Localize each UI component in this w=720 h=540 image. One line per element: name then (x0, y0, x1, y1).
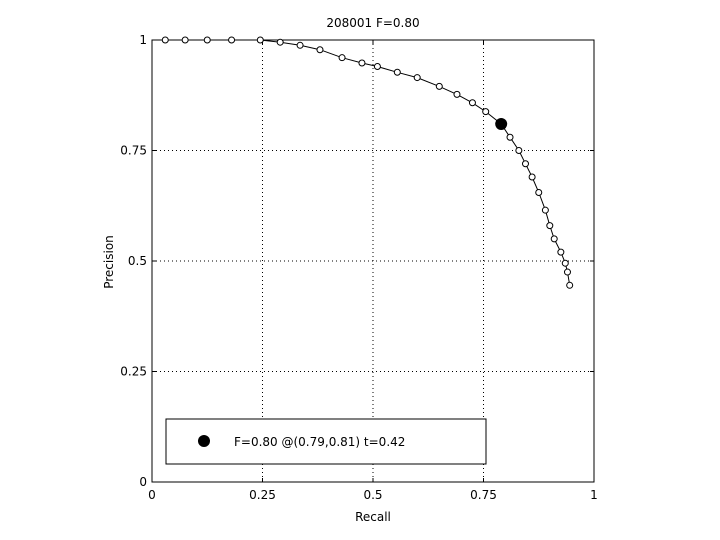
legend-box (165, 418, 487, 465)
y-axis-label: Precision (102, 235, 116, 289)
x-tick-label: 0.5 (363, 488, 382, 502)
data-point (413, 74, 421, 82)
x-axis-label: Recall (355, 510, 391, 524)
y-tick-label: 1 (139, 33, 147, 47)
data-point (316, 46, 324, 54)
y-tick-label: 0 (139, 475, 147, 489)
x-tick-label: 0 (148, 488, 156, 502)
data-point (561, 259, 569, 267)
data-point (453, 90, 461, 98)
data-point (546, 222, 554, 230)
data-point (393, 68, 401, 76)
x-tick-label: 1 (590, 488, 598, 502)
data-point (535, 188, 543, 196)
data-point (482, 108, 490, 116)
data-point (161, 36, 169, 44)
data-point (541, 206, 549, 214)
data-point (521, 160, 529, 168)
data-point-markers (161, 36, 574, 289)
chart-title: 208001 F=0.80 (326, 16, 419, 30)
legend: F=0.80 @(0.79,0.81) t=0.42 (165, 418, 487, 465)
data-point (256, 36, 264, 44)
y-tick-label: 0.25 (120, 365, 147, 379)
data-point (276, 38, 284, 46)
y-tick-label: 0.75 (120, 144, 147, 158)
grid-lines (152, 40, 594, 482)
data-point (181, 36, 189, 44)
data-point (435, 82, 443, 90)
axis-ticks (151, 39, 595, 483)
data-point (228, 36, 236, 44)
data-point (338, 54, 346, 62)
data-point (373, 63, 381, 71)
x-tick-label: 0.25 (249, 488, 276, 502)
data-point (468, 99, 476, 107)
data-point (566, 281, 574, 289)
data-point (506, 133, 514, 141)
best-f-point-marker (495, 117, 508, 130)
x-tick-label: 0.75 (470, 488, 497, 502)
data-point (296, 41, 304, 49)
legend-label: F=0.80 @(0.79,0.81) t=0.42 (234, 435, 405, 449)
data-point (515, 147, 523, 154)
data-point (557, 248, 565, 256)
legend-marker (198, 435, 210, 447)
x-tick-labels: 0 0.25 0.5 0.75 1 (148, 488, 598, 502)
data-point (550, 235, 558, 243)
y-tick-label: 0.5 (128, 254, 147, 268)
y-tick-labels: 0 0.25 0.5 0.75 1 (120, 33, 147, 489)
data-point (563, 268, 571, 276)
data-point (358, 59, 366, 67)
data-point (528, 173, 536, 181)
data-point (203, 36, 211, 44)
